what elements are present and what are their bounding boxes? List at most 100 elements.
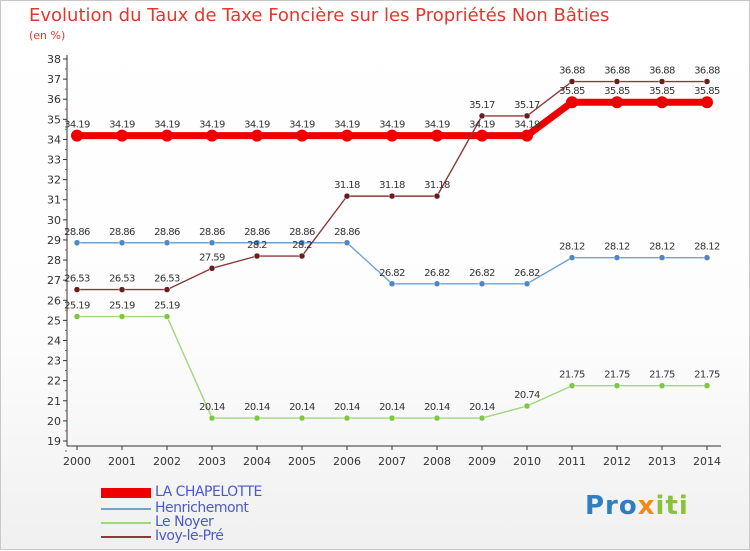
data-label-henrichemont: 28.86 [244, 227, 270, 238]
data-point-la-chapelotte [116, 129, 128, 142]
data-labels: 34.19 34.19 34.19 34.19 34.19 34.19 34.19 34.19… [64, 66, 720, 414]
data-label-ivoy-le-pre: 36.88 [694, 66, 720, 77]
data-point-la-chapelotte [476, 129, 488, 142]
data-point-la-chapelotte [566, 96, 578, 109]
axes: 19 20 21 22 23 24 25 26 27 28 29 30 31 32 33 34 35 36 37 38… [47, 53, 721, 468]
data-label-la-chapelotte: 34.19 [334, 120, 360, 131]
data-label-ivoy-le-pre: 27.59 [199, 252, 225, 263]
data-label-la-chapelotte: 34.19 [244, 120, 270, 131]
data-point-la-chapelotte [431, 129, 443, 142]
data-point-ivoy-le-pre [658, 78, 666, 85]
data-label-henrichemont: 26.82 [379, 268, 405, 279]
data-label-la-chapelotte: 34.19 [289, 120, 315, 131]
chart-title: Evolution du Taux de Taxe Foncière sur l… [29, 5, 610, 26]
data-point-le-noyer [568, 382, 576, 389]
x-tick-label: 2008 [423, 455, 451, 468]
data-point-le-noyer [478, 414, 486, 422]
proxiti-logo: Proxiti [585, 491, 689, 521]
data-label-ivoy-le-pre: 36.88 [559, 66, 585, 77]
data-label-henrichemont: 28.86 [109, 227, 135, 238]
data-point-la-chapelotte [71, 129, 83, 142]
y-tick-label: 22 [47, 375, 61, 388]
data-label-la-chapelotte: 34.19 [154, 120, 180, 131]
data-label-la-chapelotte: 34.19 [469, 120, 495, 131]
data-label-henrichemont: 28.86 [64, 227, 90, 238]
data-label-ivoy-le-pre: 36.88 [649, 66, 675, 77]
data-point-la-chapelotte [656, 96, 668, 109]
y-tick-label: 20 [47, 415, 61, 428]
data-label-le-noyer: 20.14 [289, 402, 315, 413]
data-label-henrichemont: 28.12 [559, 242, 585, 253]
data-label-la-chapelotte: 34.19 [379, 120, 405, 131]
data-label-ivoy-le-pre: 31.18 [334, 180, 360, 191]
data-point-henrichemont [388, 280, 396, 288]
data-point-le-noyer [658, 382, 666, 389]
data-label-le-noyer: 20.14 [199, 402, 225, 413]
data-label-la-chapelotte: 34.19 [424, 120, 450, 131]
x-tick-label: 2009 [468, 455, 496, 468]
data-label-ivoy-le-pre: 28.2 [247, 240, 267, 251]
data-label-le-noyer: 25.19 [64, 301, 90, 312]
data-label-la-chapelotte: 34.19 [514, 120, 540, 131]
y-tick-label: 37 [47, 73, 61, 86]
data-point-ivoy-le-pre [163, 286, 171, 293]
legend-label-henrichemont: Henrichemont [155, 500, 249, 516]
y-tick-label: 31 [47, 194, 61, 207]
x-tick-label: 2012 [603, 455, 631, 468]
x-tick-label: 2013 [648, 455, 676, 468]
x-tick-label: 2007 [378, 455, 406, 468]
data-point-ivoy-le-pre [343, 192, 351, 200]
y-tick-label: 23 [47, 355, 61, 368]
data-point-le-noyer [253, 414, 261, 422]
data-label-henrichemont: 28.12 [604, 242, 630, 253]
data-label-le-noyer: 21.75 [559, 370, 585, 381]
data-label-la-chapelotte: 34.19 [64, 120, 90, 131]
data-label-henrichemont: 28.86 [154, 227, 180, 238]
y-tick-label: 32 [47, 174, 61, 187]
data-label-le-noyer: 25.19 [109, 301, 135, 312]
y-tick-label: 19 [47, 435, 61, 448]
data-point-henrichemont [523, 280, 531, 288]
data-label-ivoy-le-pre: 36.88 [604, 66, 630, 77]
data-point-ivoy-le-pre [433, 192, 441, 200]
legend-label-la-chapelotte: LA CHAPELOTTE [155, 484, 262, 500]
data-point-henrichemont [568, 254, 576, 261]
y-tick-label: 36 [47, 93, 61, 106]
data-point-henrichemont [703, 254, 711, 261]
data-point-le-noyer [343, 414, 351, 422]
data-point-ivoy-le-pre [253, 252, 261, 260]
data-point-la-chapelotte [206, 129, 218, 142]
data-label-le-noyer: 21.75 [694, 370, 720, 381]
y-tick-label: 25 [47, 314, 61, 327]
data-point-la-chapelotte [521, 129, 533, 142]
data-label-le-noyer: 21.75 [649, 370, 675, 381]
data-label-henrichemont: 28.86 [334, 227, 360, 238]
data-point-henrichemont [73, 239, 81, 247]
x-tick-label: 2004 [243, 455, 271, 468]
y-tick-label: 28 [47, 254, 61, 267]
legend-swatch-ivoy-le-pre [101, 536, 151, 538]
legend-label-le-noyer: Le Noyer [155, 514, 214, 530]
data-label-la-chapelotte: 34.19 [109, 120, 135, 131]
data-label-le-noyer: 20.74 [514, 390, 540, 401]
data-label-le-noyer: 20.14 [424, 402, 450, 413]
data-label-henrichemont: 28.12 [649, 242, 675, 253]
data-point-le-noyer [613, 382, 621, 389]
y-tick-label: 21 [47, 395, 61, 408]
data-label-henrichemont: 26.82 [424, 268, 450, 279]
data-point-ivoy-le-pre [388, 192, 396, 200]
data-point-ivoy-le-pre [208, 265, 216, 272]
data-point-henrichemont [433, 280, 441, 288]
data-label-henrichemont: 28.86 [199, 227, 225, 238]
data-label-ivoy-le-pre: 31.18 [379, 180, 405, 191]
data-point-le-noyer [163, 313, 171, 320]
data-point-henrichemont [208, 239, 216, 247]
series-lines [71, 78, 713, 422]
data-label-le-noyer: 20.14 [334, 402, 360, 413]
legend-swatch-henrichemont [101, 508, 151, 510]
data-point-henrichemont [613, 254, 621, 261]
y-tick-label: 26 [47, 294, 61, 307]
data-point-henrichemont [163, 239, 171, 247]
x-tick-label: 2014 [693, 455, 721, 468]
